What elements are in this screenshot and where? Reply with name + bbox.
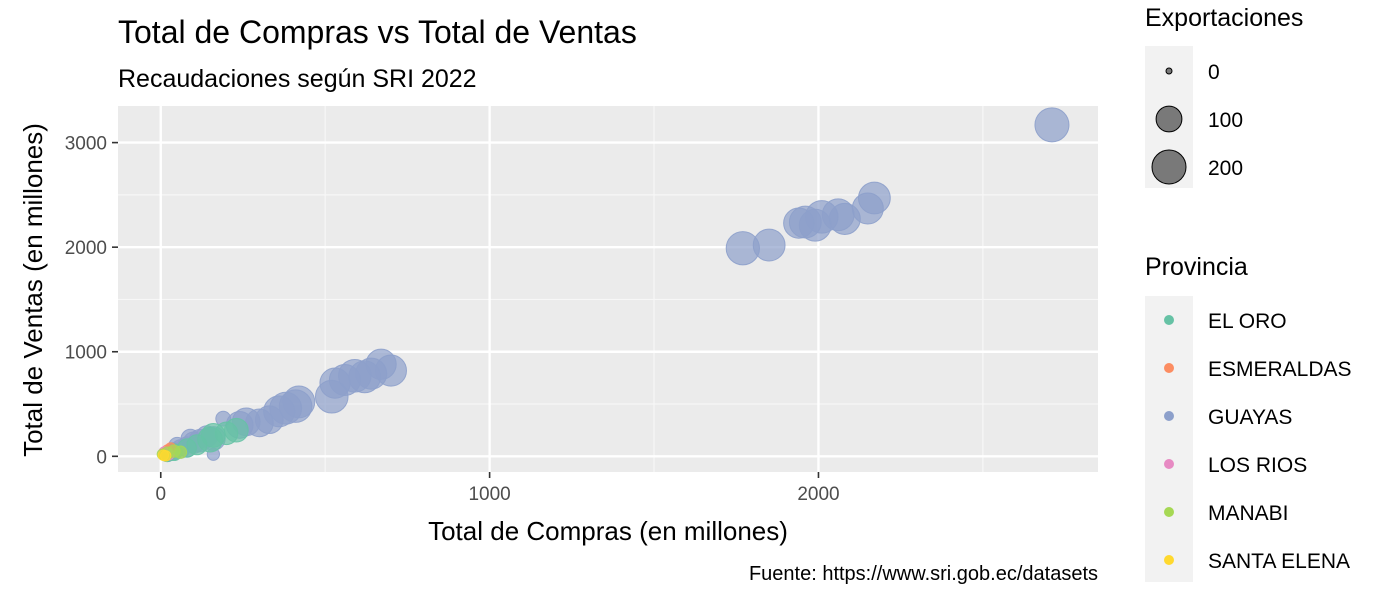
- color-legend-label: LOS RIOS: [1208, 454, 1307, 477]
- color-legend-key: [1164, 459, 1174, 469]
- x-tick-label: 2000: [797, 484, 839, 505]
- data-point-guayas: [1034, 107, 1070, 143]
- size-legend: 0 100 200: [1151, 61, 1243, 185]
- size-legend-key: [1155, 105, 1183, 133]
- grid-major: [118, 106, 1098, 472]
- size-legend-label: 200: [1208, 157, 1243, 180]
- color-legend: EL ORO ESMERALDAS GUAYAS LOS RIOS MANABI SANT…: [1164, 310, 1352, 573]
- data-points: [156, 107, 1070, 463]
- x-tick-label: 0: [155, 484, 166, 505]
- data-point-guayas: [725, 231, 760, 266]
- color-legend-label: ESMERALDAS: [1208, 358, 1352, 381]
- data-point-guayas: [314, 379, 349, 414]
- color-legend-label: GUAYAS: [1208, 406, 1292, 429]
- color-legend-key: [1164, 315, 1174, 325]
- x-axis: 0 1000 2000: [155, 472, 840, 505]
- y-axis-title: Total de Ventas (en millones): [18, 123, 48, 457]
- x-axis-title: Total de Compras (en millones): [428, 516, 788, 546]
- color-legend-label: MANABI: [1208, 502, 1289, 525]
- size-legend-title: Exportaciones: [1145, 4, 1303, 32]
- color-legend-key: [1164, 555, 1174, 565]
- color-legend-key: [1164, 363, 1174, 373]
- chart-caption: Fuente: https://www.sri.gob.ec/datasets: [749, 563, 1098, 585]
- chart-title: Total de Compras vs Total de Ventas: [118, 14, 637, 50]
- data-point-guayas: [783, 207, 815, 239]
- y-tick-label: 2000: [65, 238, 107, 259]
- y-tick-label: 0: [96, 447, 107, 468]
- color-legend-key-background: [1145, 296, 1193, 582]
- size-legend-key: [1165, 67, 1173, 75]
- color-legend-key: [1164, 507, 1174, 517]
- data-point-santa-elena: [159, 450, 172, 462]
- x-tick-label: 1000: [468, 484, 510, 505]
- color-legend-label: SANTA ELENA: [1208, 550, 1350, 573]
- color-legend-key: [1164, 411, 1174, 421]
- size-legend-label: 100: [1208, 109, 1243, 132]
- data-point-manabi: [173, 445, 188, 459]
- color-legend-label: EL ORO: [1208, 310, 1287, 333]
- color-legend-title: Provincia: [1145, 253, 1248, 281]
- size-legend-key: [1151, 149, 1187, 185]
- size-legend-label: 0: [1208, 61, 1220, 84]
- chart-subtitle: Recaudaciones según SRI 2022: [118, 65, 477, 93]
- y-axis: 0 1000 2000 3000: [65, 134, 118, 468]
- y-tick-label: 3000: [65, 134, 107, 155]
- y-tick-label: 1000: [65, 343, 107, 364]
